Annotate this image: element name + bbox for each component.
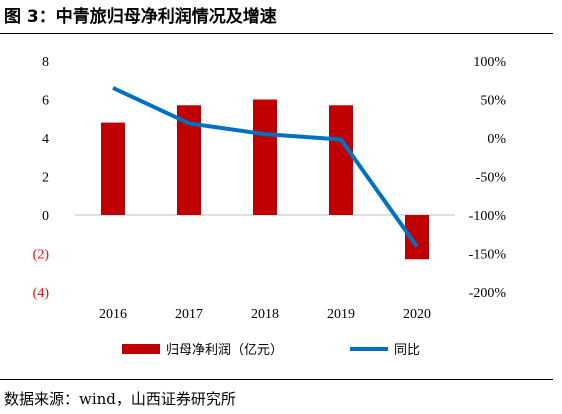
right-tick-label: -50% — [476, 171, 507, 186]
left-tick-label: (2) — [33, 248, 50, 263]
x-tick-label: 2019 — [327, 307, 355, 322]
bottom-rule — [0, 379, 553, 380]
x-tick-label: 2017 — [175, 307, 203, 322]
x-axis-ticks: 2016 2017 2018 2019 2020 — [99, 307, 431, 322]
bar-series — [101, 99, 429, 260]
legend: 归母净利润（亿元） 同比 — [122, 343, 420, 358]
left-tick-label: 4 — [42, 132, 49, 147]
legend-bar-label: 归母净利润（亿元） — [166, 343, 283, 358]
legend-line-label: 同比 — [394, 343, 420, 358]
x-tick-label: 2016 — [99, 307, 127, 322]
bar — [101, 122, 125, 215]
source-note: 数据来源：wind，山西证券研究所 — [4, 390, 236, 408]
x-tick-label: 2020 — [403, 307, 431, 322]
left-tick-label: (4) — [33, 286, 50, 301]
chart-title: 图 3：中青旅归母净利润情况及增速 — [4, 7, 277, 27]
right-axis-ticks: 100% 50% 0% -50% -100% -150% -200% — [469, 55, 507, 301]
top-rule — [0, 33, 553, 34]
left-tick-label: 2 — [42, 171, 49, 186]
left-axis-ticks: 8 6 4 2 0 (2) (4) — [33, 55, 50, 301]
x-tick-label: 2018 — [251, 307, 279, 322]
bar — [329, 105, 353, 215]
bar — [253, 99, 277, 215]
right-tick-label: 100% — [473, 55, 506, 70]
right-tick-label: -200% — [469, 286, 507, 301]
right-tick-label: -150% — [469, 248, 507, 263]
right-tick-label: 0% — [487, 132, 506, 147]
left-tick-label: 0 — [42, 209, 49, 224]
yoy-line — [112, 86, 419, 248]
left-tick-label: 6 — [42, 94, 49, 109]
left-tick-label: 8 — [42, 55, 49, 70]
legend-bar-swatch — [122, 344, 160, 354]
right-tick-label: -100% — [469, 209, 507, 224]
right-tick-label: 50% — [480, 94, 506, 109]
